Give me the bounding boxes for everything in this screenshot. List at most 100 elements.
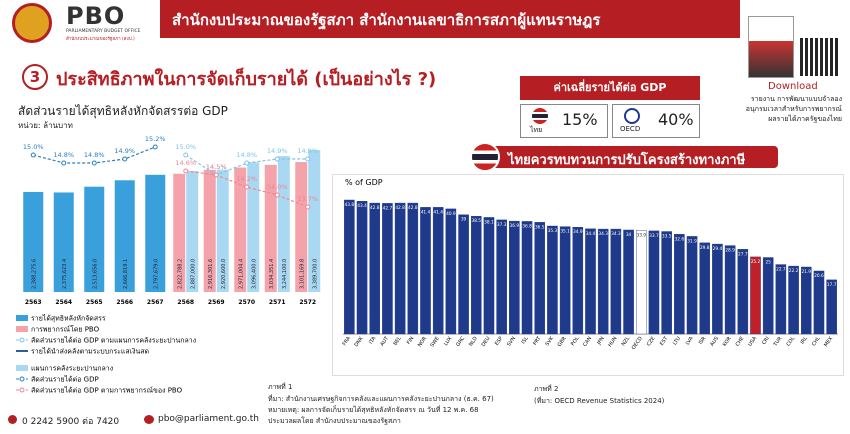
bar-value-label: 35.1 (560, 229, 570, 235)
note-line: (ที่มา: OECD Revenue Statistics 2024) (534, 397, 665, 405)
x-tick-label: LUX (443, 335, 454, 347)
line-value-label: 14.9% (114, 147, 135, 155)
bar-value-label: 2,666,819.1 (123, 259, 129, 289)
bar-value-label: 38.5 (471, 218, 481, 224)
bar-value-label: 3,096,400.0 (251, 259, 257, 289)
bar (826, 279, 837, 335)
line-value-label: 14.9% (267, 147, 288, 155)
line-value-label: 14.8% (53, 151, 74, 159)
bar (114, 180, 135, 292)
bar-value-label: 2,513,656.0 (92, 259, 98, 289)
line-value-label: 14.2% (236, 175, 257, 183)
bar (458, 214, 469, 335)
summary-value: 40% (658, 110, 694, 129)
x-tick-label: HUN (607, 336, 618, 349)
section-number: 3 (22, 64, 48, 90)
legend-swatch (16, 326, 28, 332)
bar (344, 199, 355, 335)
x-tick-label: MEX (823, 335, 834, 348)
x-tick-label: 2563 (25, 299, 42, 306)
oecd-icon (624, 108, 640, 124)
line-point (244, 184, 250, 190)
x-tick-label: FIN (406, 335, 416, 345)
download-line: รายงาน การพัฒนาแบบจำลอง (750, 95, 842, 103)
chart-title: สัดส่วนรายได้สุทธิหลังหักจัดสรรต่อ GDP (18, 104, 228, 118)
x-tick-label: CAN (582, 335, 593, 347)
bar-value-label: 33.9 (636, 232, 646, 238)
x-tick-label: POL (570, 336, 581, 348)
x-tick-label: NOR (417, 335, 429, 348)
y-axis-label: % of GDP (345, 178, 383, 187)
bar (648, 230, 660, 335)
line-value-label: 14.9% (297, 147, 318, 155)
note-line: ที่มา: สำนักงานเศรษฐกิจการคลังและแผนการค… (268, 395, 494, 403)
line-point (213, 172, 219, 178)
line-point (122, 156, 128, 162)
bar (356, 201, 368, 335)
bar (186, 171, 199, 292)
summary-cell (520, 104, 608, 138)
bar (813, 270, 825, 335)
bar-value-label: 34.9 (573, 229, 583, 235)
x-tick-label: 2566 (116, 299, 133, 306)
bar (572, 227, 584, 335)
contact-email: pbo@parliament.go.th (158, 414, 259, 424)
bar-value-label: 22.7 (776, 267, 786, 273)
bar (674, 234, 685, 335)
bar (432, 207, 444, 335)
bar-value-label: 33.5 (662, 234, 672, 240)
report-thumb (748, 16, 794, 78)
bar (547, 225, 558, 335)
banner-flag (470, 142, 500, 172)
bar (521, 221, 533, 335)
phone-icon (8, 415, 17, 424)
bar-value-label: 21.9 (801, 269, 811, 275)
x-tick-label: SVN (506, 336, 517, 348)
download-line: อนุกรมเวลาสำหรับการพยากรณ์ (745, 105, 842, 113)
x-tick-label: NLD (468, 336, 479, 348)
line-point (305, 156, 311, 162)
x-tick-label: CHE (735, 336, 746, 348)
bar-value-label: 17.7 (827, 282, 837, 288)
line-point (152, 144, 158, 150)
x-tick-label: CRI (761, 336, 771, 346)
bar-value-label: 3,034,351.4 (269, 259, 275, 289)
bar-value-label: 2,388,275.6 (31, 259, 37, 289)
oecd-chart: % of GDP 43.8 FRA 43.4 DNK 42.8 ITA 42.7 AUT 42.8… (342, 178, 838, 351)
bar-value-label: 25 (765, 260, 771, 266)
x-tick-label: AUT (379, 335, 390, 348)
bar-value-label: 36.5 (535, 224, 545, 230)
note-label: ภาพที่ 2 (534, 385, 559, 393)
bar-value-label: 31.9 (687, 238, 697, 244)
bar (775, 264, 787, 335)
bar (762, 257, 774, 335)
bar-value-label: 2,971,004.4 (238, 259, 244, 289)
bar-value-label: 29.4 (713, 246, 723, 252)
line-point (305, 204, 311, 210)
section-title: ประสิทธิภาพในการจัดเก็บรายได้ (เป็นอย่าง… (56, 69, 437, 90)
legend-label: การพยากรณ์โดย PBO (31, 325, 100, 334)
line-value-label: 14.8% (84, 151, 105, 159)
bar (445, 208, 457, 335)
bar (597, 228, 609, 335)
x-tick-label: CZE (646, 336, 657, 348)
bar (23, 191, 44, 292)
mail-icon (144, 415, 154, 424)
header-title: สำนักงบประมาณของรัฐสภา สำนักงานเลขาธิการ… (172, 11, 601, 29)
bar (635, 230, 647, 335)
bar (686, 236, 698, 335)
x-tick-label: ISR (698, 335, 708, 346)
summary-name: ไทย (530, 126, 543, 134)
bar-value-label: 40.9 (446, 211, 456, 217)
bar-value-label: 41.4 (421, 209, 431, 215)
bar-value-label: 41.4 (433, 209, 443, 215)
x-tick-label: SVK (544, 335, 555, 347)
summary-title: ค่าเฉลี่ยรายได้ต่อ GDP (520, 76, 700, 100)
revenue-chart: 2,388,275.6 2563 2,375,623.4 2564 2,513,656.… (16, 135, 321, 395)
bar-value-label: 33.7 (649, 233, 659, 239)
x-tick-label: EST (659, 335, 670, 347)
bar (737, 249, 749, 335)
line-point (61, 160, 67, 166)
x-tick-label: KOR (722, 335, 733, 347)
bar (585, 228, 596, 335)
